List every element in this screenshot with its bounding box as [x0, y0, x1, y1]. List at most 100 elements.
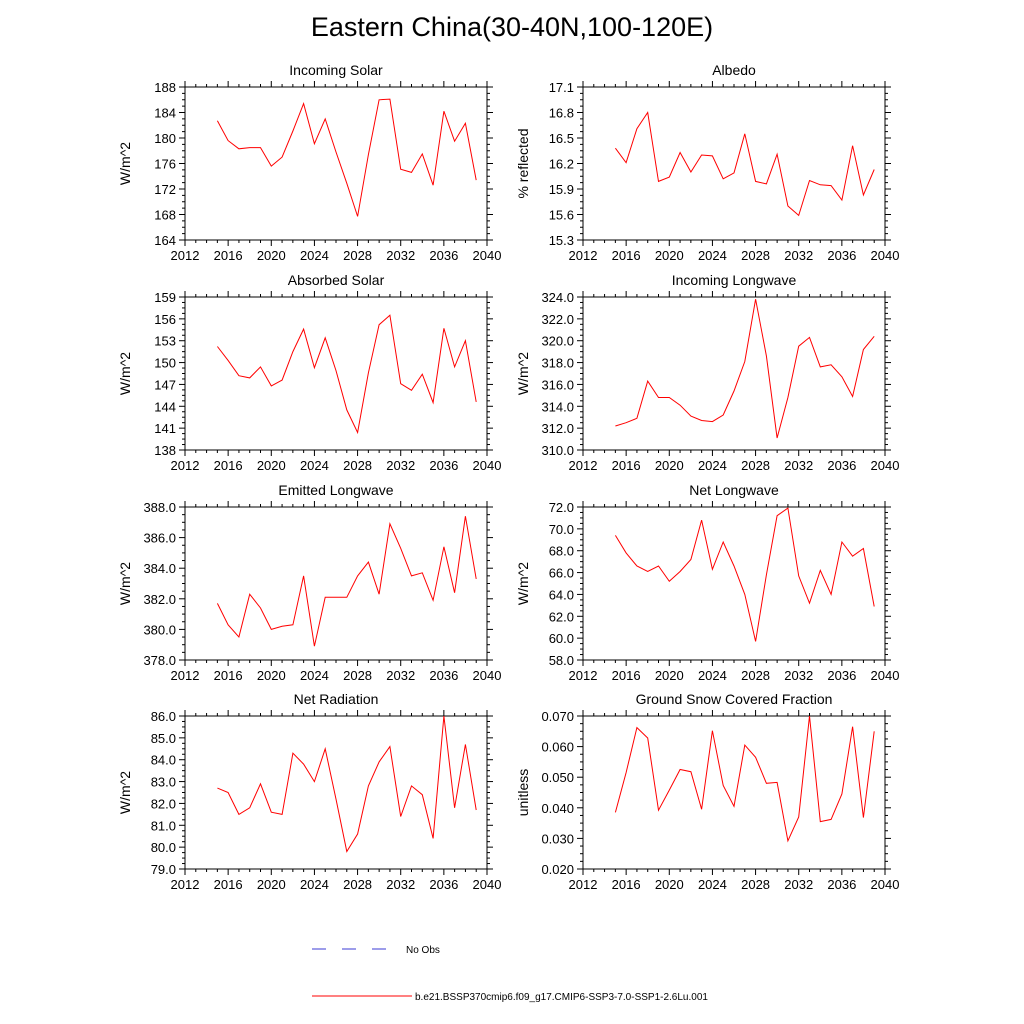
y-axis-label: W/m^2: [515, 352, 531, 395]
y-tick-label: 384.0: [143, 561, 176, 576]
panel-title: Emitted Longwave: [278, 482, 393, 498]
y-tick-label: 86.0: [151, 709, 176, 724]
x-tick-label: 2024: [300, 458, 329, 473]
plot-frame: [184, 506, 488, 661]
figure-title: Eastern China(30-40N,100-120E): [310, 12, 714, 42]
y-tick-label: 70.0: [549, 522, 574, 537]
y-tick-label: 81.0: [151, 818, 176, 833]
x-tick-label: 2028: [343, 668, 372, 683]
x-tick-label: 2012: [569, 877, 598, 892]
x-tick-label: 2012: [171, 668, 200, 683]
x-tick-label: 2024: [698, 668, 727, 683]
y-tick-label: 58.0: [549, 653, 574, 668]
x-tick-label: 2012: [569, 668, 598, 683]
series-line: [216, 516, 477, 647]
y-tick-label: 0.020: [541, 862, 574, 877]
y-tick-label: 0.060: [541, 740, 574, 755]
x-tick-label: 2020: [257, 458, 286, 473]
plot-frame: [184, 296, 488, 451]
y-tick-label: 322.0: [541, 312, 574, 327]
y-tick-label: 0.070: [541, 709, 574, 724]
y-tick-label: 16.5: [549, 131, 574, 146]
y-axis-label: unitless: [515, 769, 531, 816]
x-tick-label: 2032: [386, 458, 415, 473]
y-tick-label: 388.0: [143, 500, 176, 515]
x-tick-label: 2036: [429, 248, 458, 263]
y-axis-label: W/m^2: [117, 352, 133, 395]
x-tick-label: 2020: [655, 248, 684, 263]
x-tick-label: 2028: [741, 248, 770, 263]
y-tick-label: 83.0: [151, 775, 176, 790]
panel-title: Incoming Solar: [289, 62, 383, 78]
series-line: [614, 715, 875, 843]
y-tick-label: 60.0: [549, 631, 574, 646]
panel-title: Net Radiation: [294, 691, 379, 707]
y-tick-label: 138: [154, 443, 176, 458]
chart-panel: 2012 2016 2020 2024 2028 2032 2036 2040 0.020 0.0…: [515, 691, 899, 892]
y-tick-label: 144: [154, 399, 176, 414]
x-tick-label: 2024: [698, 877, 727, 892]
x-tick-label: 2032: [784, 877, 813, 892]
series-line: [615, 299, 875, 439]
x-tick-label: 2016: [214, 668, 243, 683]
panel-title: Albedo: [712, 62, 756, 78]
x-tick-label: 2016: [612, 668, 641, 683]
x-tick-label: 2040: [871, 458, 900, 473]
y-tick-label: 62.0: [549, 609, 574, 624]
plot-frame: [582, 506, 886, 661]
y-tick-label: 0.040: [541, 801, 574, 816]
y-tick-label: 15.9: [549, 182, 574, 197]
x-tick-label: 2032: [784, 248, 813, 263]
y-tick-label: 172: [154, 182, 176, 197]
y-tick-label: 79.0: [151, 862, 176, 877]
y-axis-label: W/m^2: [515, 562, 531, 605]
y-tick-label: 380.0: [143, 622, 176, 637]
y-tick-label: 85.0: [151, 731, 176, 746]
y-tick-label: 180: [154, 131, 176, 146]
x-tick-label: 2040: [473, 668, 502, 683]
x-tick-label: 2032: [784, 458, 813, 473]
x-tick-label: 2020: [655, 877, 684, 892]
x-tick-label: 2040: [473, 877, 502, 892]
panels-group: 2012 2016 2020 2024 2028 2032 2036 2040 164 168 17…: [117, 62, 899, 892]
y-tick-label: 84.0: [151, 753, 176, 768]
y-tick-label: 72.0: [549, 500, 574, 515]
x-tick-label: 2012: [171, 458, 200, 473]
x-tick-label: 2012: [569, 248, 598, 263]
legend-obs-label: No Obs: [406, 945, 440, 956]
y-tick-label: 16.2: [549, 157, 574, 172]
y-tick-label: 310.0: [541, 443, 574, 458]
series-line: [614, 507, 875, 642]
plot-frame: [582, 296, 886, 451]
y-tick-label: 318.0: [541, 356, 574, 371]
y-tick-label: 378.0: [143, 653, 176, 668]
x-tick-label: 2036: [429, 877, 458, 892]
y-axis-label: W/m^2: [117, 771, 133, 814]
y-tick-label: 64.0: [549, 587, 574, 602]
chart-panel: 2012 2016 2020 2024 2028 2032 2036 2040 58.0 60.0…: [515, 482, 899, 683]
y-tick-label: 320.0: [541, 334, 574, 349]
x-tick-label: 2032: [386, 248, 415, 263]
y-axis-label: W/m^2: [117, 562, 133, 605]
y-tick-label: 141: [154, 421, 176, 436]
x-tick-label: 2016: [214, 877, 243, 892]
x-tick-label: 2024: [698, 458, 727, 473]
y-tick-label: 17.1: [549, 80, 574, 95]
y-tick-label: 68.0: [549, 544, 574, 559]
series-line: [217, 314, 477, 435]
y-tick-label: 159: [154, 290, 176, 305]
x-tick-label: 2028: [741, 877, 770, 892]
x-tick-label: 2036: [827, 248, 856, 263]
x-tick-label: 2036: [827, 458, 856, 473]
y-tick-label: 324.0: [541, 290, 574, 305]
chart-panel: 2012 2016 2020 2024 2028 2032 2036 2040 15.3 15.6…: [515, 62, 899, 263]
x-tick-label: 2024: [300, 668, 329, 683]
x-tick-label: 2036: [827, 877, 856, 892]
y-axis-label: % reflected: [515, 128, 531, 198]
x-tick-label: 2020: [257, 248, 286, 263]
chart-panel: 2012 2016 2020 2024 2028 2032 2036 2040 310.0 312…: [515, 272, 899, 473]
x-tick-label: 2040: [473, 458, 502, 473]
series-line: [614, 111, 875, 217]
x-tick-label: 2024: [300, 877, 329, 892]
